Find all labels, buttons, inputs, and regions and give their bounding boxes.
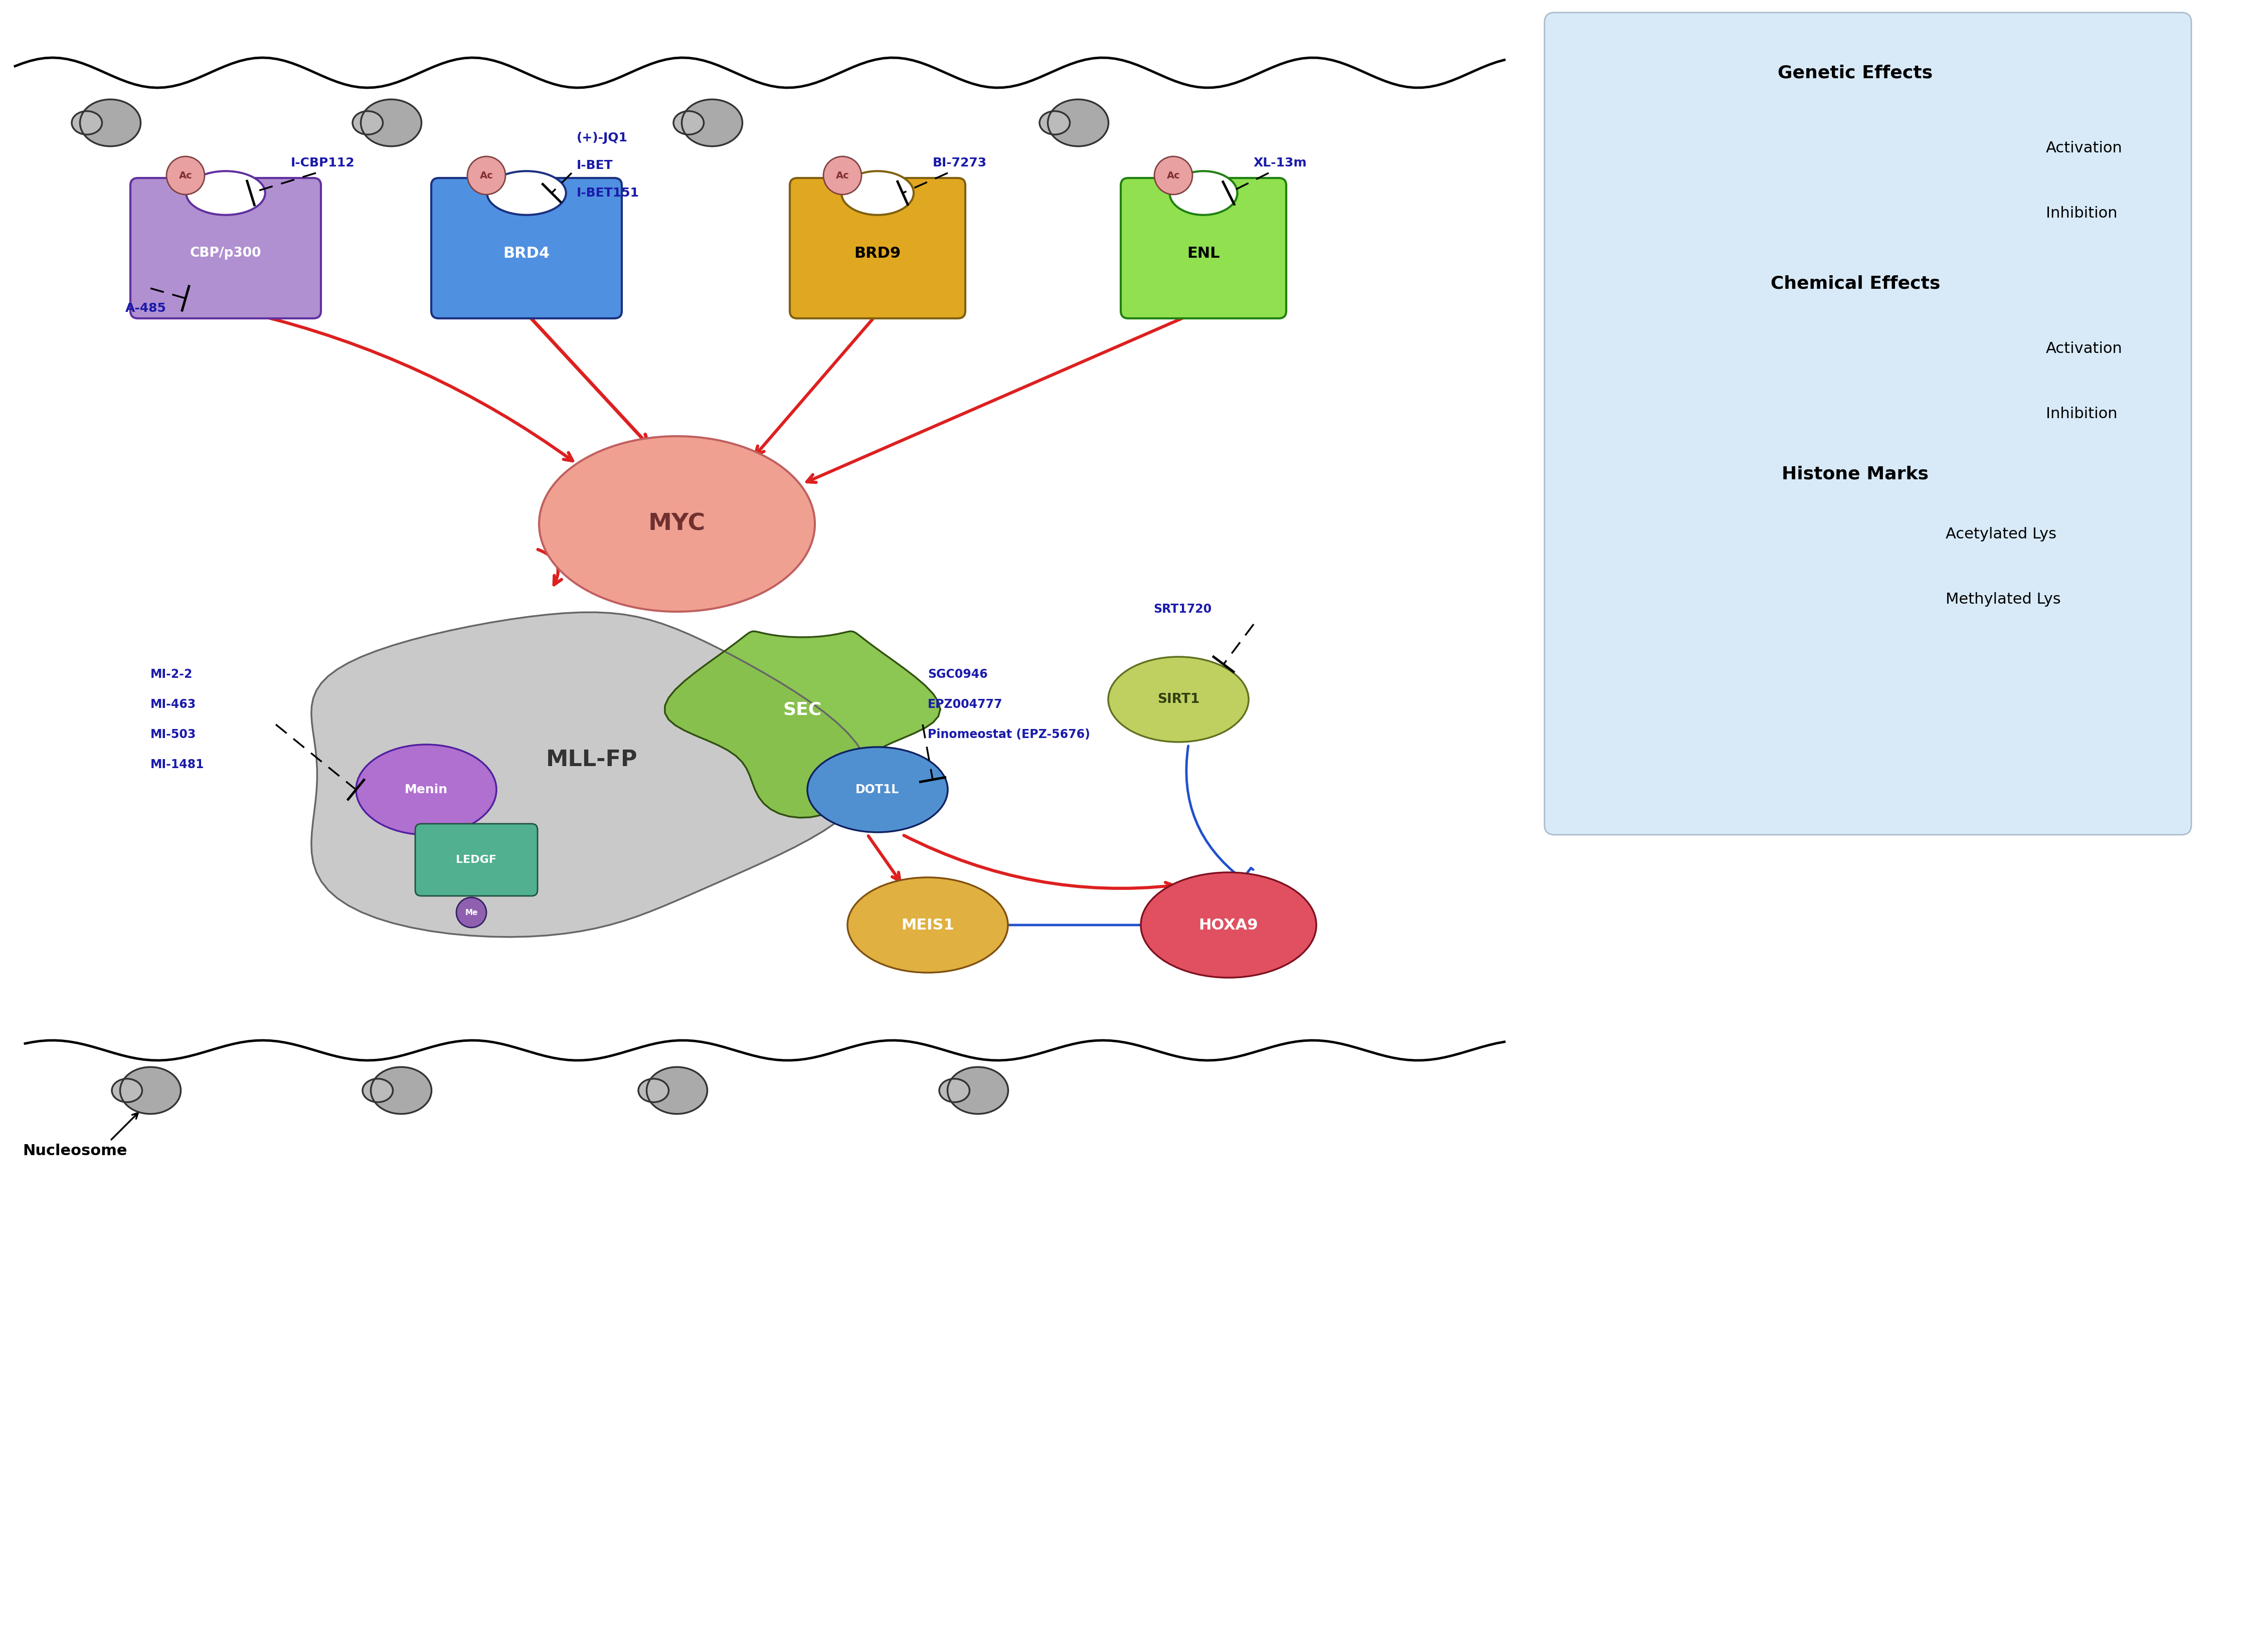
Text: Activation: Activation	[2047, 140, 2123, 155]
Circle shape	[466, 157, 504, 195]
Text: SRT1720: SRT1720	[1152, 603, 1211, 615]
Text: Ac: Ac	[836, 170, 850, 180]
Ellipse shape	[72, 111, 103, 134]
Ellipse shape	[121, 1067, 182, 1113]
Text: MI-503: MI-503	[150, 729, 197, 740]
Text: ENL: ENL	[1186, 246, 1220, 261]
Ellipse shape	[487, 172, 565, 215]
Text: HOXA9: HOXA9	[1199, 919, 1258, 932]
Ellipse shape	[847, 877, 1009, 973]
Ellipse shape	[1108, 657, 1249, 742]
Text: Ac: Ac	[1899, 529, 1912, 539]
Circle shape	[1883, 512, 1928, 557]
FancyBboxPatch shape	[1121, 178, 1287, 319]
Text: Ac: Ac	[1166, 170, 1179, 180]
Text: LEDGF: LEDGF	[455, 854, 498, 866]
Text: Me: Me	[464, 909, 478, 917]
FancyBboxPatch shape	[789, 178, 966, 319]
Text: I-CBP112: I-CBP112	[291, 157, 354, 169]
Ellipse shape	[370, 1067, 430, 1113]
Text: DOT1L: DOT1L	[856, 783, 899, 796]
Ellipse shape	[1141, 872, 1316, 978]
Text: XL-13m: XL-13m	[1253, 157, 1307, 169]
FancyBboxPatch shape	[415, 824, 538, 895]
Ellipse shape	[948, 1067, 1009, 1113]
Circle shape	[823, 157, 861, 195]
Circle shape	[1886, 580, 1924, 618]
Text: Chemical Effects: Chemical Effects	[1771, 274, 1939, 292]
Text: EPZ004777: EPZ004777	[928, 699, 1002, 710]
Polygon shape	[312, 613, 868, 937]
Ellipse shape	[841, 172, 915, 215]
Ellipse shape	[361, 99, 421, 147]
Text: Nucleosome: Nucleosome	[22, 1143, 128, 1158]
Ellipse shape	[352, 111, 383, 134]
Text: Menin: Menin	[404, 783, 448, 796]
Ellipse shape	[646, 1067, 706, 1113]
Text: Activation: Activation	[2047, 342, 2123, 355]
Ellipse shape	[1170, 172, 1238, 215]
Text: A-485: A-485	[126, 302, 166, 314]
Text: CBP/p300: CBP/p300	[191, 246, 262, 259]
Text: I-BET: I-BET	[576, 160, 612, 172]
Circle shape	[166, 157, 204, 195]
Ellipse shape	[363, 1079, 392, 1102]
Text: Ac: Ac	[480, 170, 493, 180]
Ellipse shape	[939, 1079, 969, 1102]
Circle shape	[1155, 157, 1193, 195]
Text: MI-463: MI-463	[150, 699, 197, 710]
Text: BRD9: BRD9	[854, 246, 901, 261]
Text: BI-7273: BI-7273	[933, 157, 986, 169]
Ellipse shape	[639, 1079, 668, 1102]
Text: Ac: Ac	[179, 170, 193, 180]
Text: Pinomeostat (EPZ-5676): Pinomeostat (EPZ-5676)	[928, 729, 1090, 740]
FancyBboxPatch shape	[1545, 13, 2190, 834]
FancyBboxPatch shape	[130, 178, 321, 319]
Text: MYC: MYC	[648, 512, 706, 535]
Circle shape	[457, 897, 487, 927]
Text: Me: Me	[1899, 595, 1912, 603]
Text: I-BET151: I-BET151	[576, 187, 639, 198]
Text: MLL-FP: MLL-FP	[545, 748, 637, 770]
Ellipse shape	[538, 436, 814, 611]
Text: SEC: SEC	[782, 700, 823, 719]
Text: BRD4: BRD4	[502, 246, 549, 261]
Text: MEIS1: MEIS1	[901, 919, 955, 932]
Ellipse shape	[682, 99, 742, 147]
Ellipse shape	[807, 747, 948, 833]
Ellipse shape	[1047, 99, 1108, 147]
Text: SGC0946: SGC0946	[928, 669, 989, 681]
Text: Inhibition: Inhibition	[2047, 206, 2116, 220]
Ellipse shape	[112, 1079, 141, 1102]
Ellipse shape	[186, 172, 265, 215]
Ellipse shape	[356, 745, 495, 834]
Text: Genetic Effects: Genetic Effects	[1778, 64, 1933, 81]
Polygon shape	[666, 631, 939, 818]
FancyBboxPatch shape	[430, 178, 621, 319]
Ellipse shape	[81, 99, 141, 147]
Text: Methylated Lys: Methylated Lys	[1946, 591, 2060, 606]
Text: Histone Marks: Histone Marks	[1782, 466, 1928, 482]
Text: Acetylated Lys: Acetylated Lys	[1946, 527, 2056, 542]
Text: Inhibition: Inhibition	[2047, 406, 2116, 421]
Ellipse shape	[673, 111, 704, 134]
Text: (+)-JQ1: (+)-JQ1	[576, 132, 628, 144]
Text: SIRT1: SIRT1	[1157, 692, 1199, 705]
Text: MI-2-2: MI-2-2	[150, 669, 193, 681]
Text: MI-1481: MI-1481	[150, 758, 204, 770]
Ellipse shape	[1040, 111, 1069, 134]
